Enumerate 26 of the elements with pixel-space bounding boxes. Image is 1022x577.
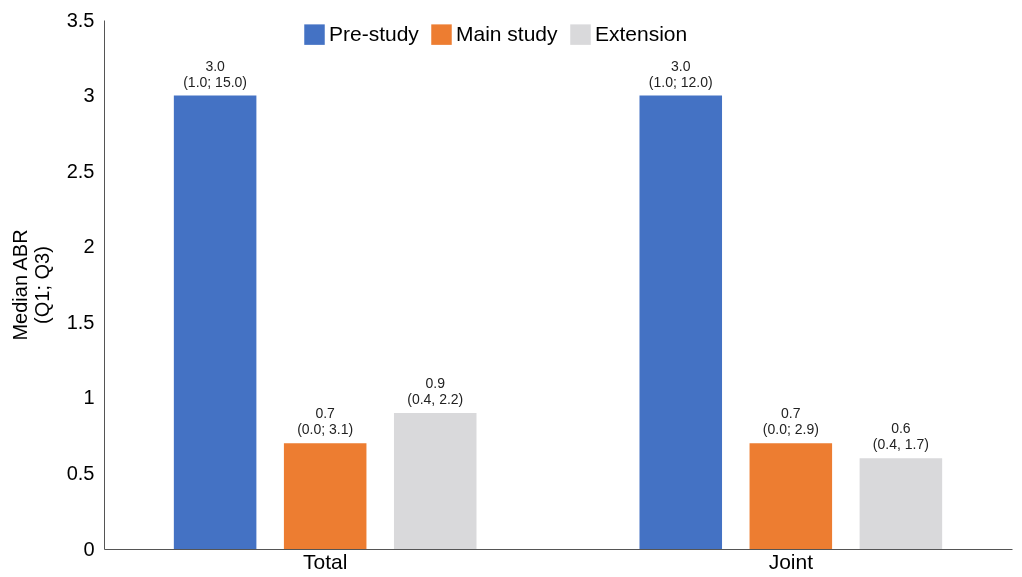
- y-tick-label: 0: [83, 537, 95, 560]
- legend-label: Pre-study: [329, 21, 420, 45]
- y-axis-title: Median ABR (Q1; Q3): [8, 229, 53, 341]
- legend-label: Main study: [456, 21, 559, 45]
- y-tick-label: 3: [83, 84, 95, 107]
- y-tick-label: 1.5: [66, 310, 95, 333]
- y-tick-label: 2: [83, 235, 95, 258]
- bar: [749, 443, 833, 549]
- x-tick-label: Joint: [768, 549, 814, 573]
- data-label: 0.9 (0.4, 2.2): [407, 374, 464, 407]
- data-label: 0.7 (0.0; 3.1): [297, 405, 354, 438]
- data-label: 3.0 (1.0; 12.0): [648, 57, 713, 90]
- data-label: 3.0 (1.0; 15.0): [183, 57, 248, 90]
- bar: [283, 443, 367, 549]
- bar: [173, 95, 257, 549]
- bar: [639, 95, 723, 549]
- y-tick-label: 1: [83, 386, 95, 409]
- data-label: 0.6 (0.4, 1.7): [872, 420, 929, 453]
- y-tick-label: 3.5: [66, 8, 95, 31]
- legend-label: Extension: [595, 21, 688, 45]
- bar: [859, 458, 943, 549]
- x-tick-label: Total: [303, 549, 348, 573]
- data-label: 0.7 (0.0; 2.9): [762, 405, 819, 438]
- y-tick-label: 0.5: [66, 461, 95, 484]
- y-tick-label: 2.5: [66, 159, 95, 182]
- bar: [393, 412, 477, 549]
